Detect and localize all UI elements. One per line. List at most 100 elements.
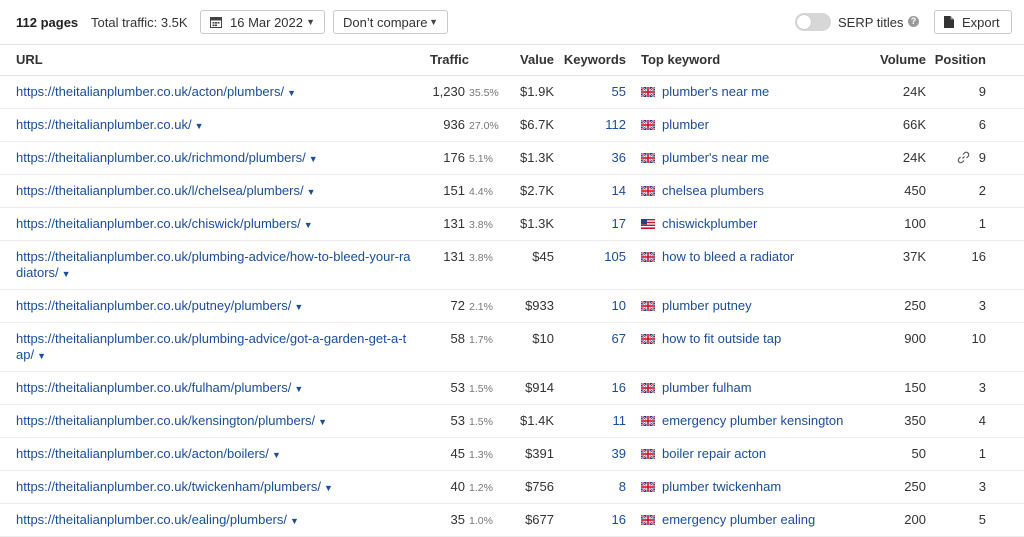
keywords-count-link[interactable]: 55 [611,84,626,99]
keywords-count-link[interactable]: 36 [611,150,626,165]
position-cell: 6 [926,108,1024,142]
chevron-down-icon[interactable]: ▼ [323,483,333,493]
top-keyword-link[interactable]: boiler repair acton [662,446,767,461]
page-url-text: https://theitalianplumber.co.uk/fulham/p… [16,380,292,395]
chevron-down-icon[interactable]: ▼ [37,351,46,361]
column-header-value[interactable]: Value [499,44,554,76]
table-row: https://theitalianplumber.co.uk/l/chelse… [0,174,1024,208]
position-value: 16 [971,249,986,264]
keywords-count-link[interactable]: 16 [611,380,626,395]
chevron-down-icon[interactable]: ▼ [306,187,316,197]
page-url-link[interactable]: https://theitalianplumber.co.uk/fulham/p… [16,372,412,404]
chevron-down-icon[interactable]: ▼ [294,384,304,394]
volume-cell: 100 [866,207,926,241]
page-url-link[interactable]: https://theitalianplumber.co.uk/chiswick… [16,208,412,240]
chevron-down-icon[interactable]: ▼ [303,220,313,230]
column-header-traffic[interactable]: Traffic [412,44,499,76]
column-header-url[interactable]: URL [0,44,412,76]
keywords-count-link[interactable]: 112 [605,117,626,132]
column-header-keywords[interactable]: Keywords [554,44,626,76]
keywords-count-link[interactable]: 67 [611,331,626,346]
export-button[interactable]: Export [934,10,1012,34]
position-wrap: 10 [972,331,986,346]
keywords-count-link[interactable]: 16 [611,512,626,527]
chevron-down-icon[interactable]: ▼ [290,516,299,526]
page-url-link[interactable]: https://theitalianplumber.co.uk/twickenh… [16,471,412,503]
position-wrap: 4 [979,413,986,428]
toggle-knob [797,15,811,29]
chevron-down-icon[interactable]: ▼ [271,450,281,460]
traffic-cell: 40 1.2% [412,470,499,504]
help-icon[interactable]: ? [908,16,919,27]
date-picker-button[interactable]: 16 Mar 2022 ▼ [200,10,325,34]
top-keyword-link[interactable]: chelsea plumbers [662,183,764,198]
page-url-link[interactable]: https://theitalianplumber.co.uk/kensingt… [16,405,412,437]
keywords-cell: 16 [554,503,626,537]
chevron-down-icon[interactable]: ▼ [318,417,328,427]
table-row: https://theitalianplumber.co.uk/ealing/p… [0,503,1024,537]
top-keyword-link[interactable]: emergency plumber ealing [662,512,816,527]
page-url-link[interactable]: https://theitalianplumber.co.uk/acton/pl… [16,76,412,108]
volume-cell: 450 [866,174,926,208]
top-keyword-wrap: boiler repair acton [626,446,766,461]
column-header-top-keyword[interactable]: Top keyword [626,44,866,76]
position-cell: 9 [926,141,1024,175]
column-header-position[interactable]: Position [926,44,1024,76]
traffic-percent: 27.0% [469,120,499,132]
page-url-link[interactable]: https://theitalianplumber.co.uk/acton/bo… [16,438,412,470]
keywords-count-link[interactable]: 105 [604,249,626,264]
traffic-value: 35 [450,512,465,527]
traffic-value: 45 [450,446,465,461]
chevron-down-icon[interactable]: ▼ [308,154,318,164]
page-url-link[interactable]: https://theitalianplumber.co.uk/ealing/p… [16,504,412,536]
value-cell: $391 [499,437,554,471]
keywords-count-link[interactable]: 11 [612,413,627,428]
chevron-down-icon[interactable]: ▼ [294,302,304,312]
top-keyword-link[interactable]: plumber's near me [662,84,770,99]
traffic-value: 936 [443,117,465,132]
link-icon[interactable] [957,151,970,164]
top-keyword-link[interactable]: chiswickplumber [662,216,758,231]
page-url-link[interactable]: https://theitalianplumber.co.uk/▼ [16,109,412,141]
keywords-count-link[interactable]: 17 [611,216,626,231]
page-url-link[interactable]: https://theitalianplumber.co.uk/plumbing… [16,241,412,289]
top-keyword-link[interactable]: how to bleed a radiator [662,249,795,264]
uk-flag-icon [641,334,655,344]
top-keyword-link[interactable]: how to fit outside tap [662,331,782,346]
position-value: 3 [978,298,986,313]
page-url-text: https://theitalianplumber.co.uk/acton/bo… [16,446,269,461]
top-keyword-link[interactable]: plumber putney [662,298,752,313]
chevron-down-icon[interactable]: ▼ [194,121,204,131]
traffic-value: 131 [443,249,465,264]
top-keyword-link[interactable]: plumber fulham [662,380,752,395]
position-cell: 10 [926,322,1024,372]
chevron-down-icon[interactable]: ▼ [287,88,297,98]
keywords-cell: 8 [554,470,626,504]
serp-titles-toggle[interactable] [795,13,831,31]
keywords-count-link[interactable]: 10 [611,298,626,313]
traffic-value: 53 [450,380,465,395]
traffic-value: 72 [450,298,465,313]
top-keyword-cell: emergency plumber ealing [626,503,866,537]
keywords-count-link[interactable]: 8 [618,479,626,494]
position-value: 1 [978,216,986,231]
keywords-cell: 36 [554,141,626,175]
top-keyword-link[interactable]: plumber twickenham [662,479,782,494]
page-url-link[interactable]: https://theitalianplumber.co.uk/richmond… [16,142,412,174]
compare-dropdown[interactable]: Don’t compare ▼ [333,10,448,34]
top-keyword-link[interactable]: emergency plumber kensington [662,413,844,428]
chevron-down-icon[interactable]: ▼ [61,269,71,279]
value-cell: $6.7K [499,108,554,142]
keywords-count-link[interactable]: 14 [611,183,626,198]
position-wrap: 1 [979,216,986,231]
volume-cell: 24K [866,75,926,109]
page-url-link[interactable]: https://theitalianplumber.co.uk/plumbing… [16,323,412,371]
keywords-count-link[interactable]: 39 [611,446,626,461]
position-value: 3 [978,479,986,494]
position-cell: 16 [926,240,1024,290]
top-keyword-link[interactable]: plumber's near me [662,150,770,165]
column-header-volume[interactable]: Volume [866,44,926,76]
page-url-link[interactable]: https://theitalianplumber.co.uk/putney/p… [16,290,412,322]
page-url-link[interactable]: https://theitalianplumber.co.uk/l/chelse… [16,175,412,207]
top-keyword-link[interactable]: plumber [662,117,709,132]
